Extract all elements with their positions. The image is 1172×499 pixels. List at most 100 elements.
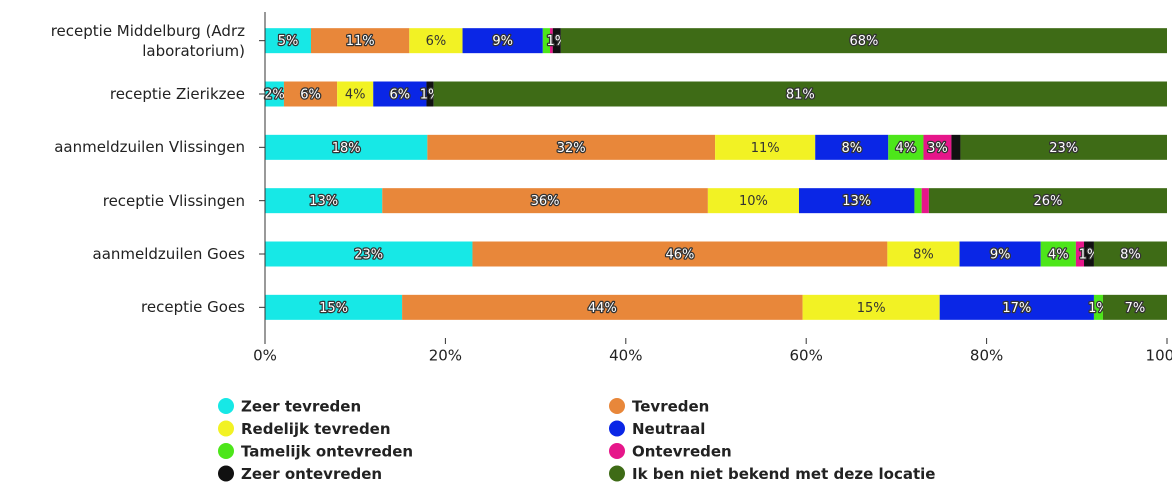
bar-segment — [923, 134, 952, 160]
bar-segment — [951, 134, 961, 160]
legend-label: Tamelijk ontevreden — [241, 443, 413, 461]
legend-marker — [218, 420, 234, 437]
data-label: 4% — [896, 141, 917, 156]
bar-segment — [887, 241, 960, 267]
legend-label: Redelijk tevreden — [241, 420, 391, 438]
bar-segment — [265, 188, 383, 214]
data-label: 10% — [739, 194, 768, 209]
data-label: 9% — [492, 34, 513, 49]
bar-segment — [1040, 241, 1076, 267]
legend-marker — [218, 398, 234, 414]
bar-segment — [402, 294, 803, 320]
bar-segment — [960, 134, 1167, 160]
bar-segment — [1093, 294, 1103, 320]
bar-segment — [552, 28, 561, 54]
bar-segment — [707, 188, 799, 214]
x-tick-label: 60% — [790, 347, 823, 365]
bar-segment — [472, 241, 888, 267]
data-label: 81% — [786, 88, 815, 103]
x-tick-label: 80% — [970, 347, 1003, 365]
legend-label: Neutraal — [632, 420, 705, 438]
data-label: 6% — [390, 88, 411, 103]
bar-segment — [462, 28, 543, 54]
bar-segment — [914, 188, 922, 214]
data-label: 68% — [849, 34, 878, 49]
data-label: 9% — [990, 248, 1011, 263]
bar-segment — [265, 134, 428, 160]
bar-segment — [798, 188, 915, 214]
bar-segment — [427, 134, 716, 160]
data-label: 4% — [345, 88, 366, 103]
y-tick-label: receptie Goes — [141, 298, 245, 317]
bar-segment — [1084, 241, 1094, 267]
bar-segment — [1102, 294, 1167, 320]
bar-segment — [433, 81, 1167, 107]
data-label: 32% — [557, 141, 586, 156]
data-label: 13% — [309, 194, 338, 209]
bar-segment — [265, 241, 473, 267]
data-label: 6% — [426, 34, 447, 49]
data-label: 7% — [1125, 301, 1146, 316]
data-label: 23% — [354, 248, 383, 263]
bar-segment — [1075, 241, 1085, 267]
data-label: 13% — [842, 194, 871, 209]
data-label: 5% — [278, 34, 299, 49]
bar-segment — [265, 81, 284, 107]
data-label: 18% — [332, 141, 361, 156]
y-tick-label: receptie Vlissingen — [102, 191, 245, 210]
data-label: 4% — [1048, 248, 1069, 263]
bar-segment — [939, 294, 1094, 320]
bar-segment — [409, 28, 463, 54]
data-label: 15% — [857, 301, 886, 316]
data-label: 15% — [319, 301, 348, 316]
bar-segment — [265, 28, 312, 54]
bar-segment — [265, 294, 403, 320]
bar-segment — [959, 241, 1041, 267]
legend-marker — [609, 420, 625, 437]
legend-label: Zeer ontevreden — [241, 465, 382, 483]
bar-segment — [550, 28, 553, 54]
legend-marker — [218, 465, 234, 482]
data-label: 26% — [1033, 194, 1062, 209]
legend-marker — [609, 398, 625, 414]
bar-segment — [311, 28, 410, 54]
x-tick-label: 20% — [429, 347, 462, 365]
bar-segment — [921, 188, 929, 214]
bar-segment — [802, 294, 940, 320]
x-tick-label: 100% — [1146, 347, 1172, 365]
bar-segment — [715, 134, 816, 160]
bar-segment — [928, 188, 1167, 214]
bar-segment — [382, 188, 708, 214]
data-label: 2% — [264, 88, 285, 103]
x-tick-label: 0% — [253, 347, 277, 365]
data-label: 8% — [913, 248, 934, 263]
bar-segment — [815, 134, 889, 160]
bar-segment — [1093, 241, 1167, 267]
legend-marker — [609, 465, 625, 482]
bar-segment — [560, 28, 1167, 54]
data-label: 6% — [300, 88, 321, 103]
legend-label: Tevreden — [632, 398, 709, 416]
y-tick-label: aanmeldzuilen Vlissingen — [54, 138, 245, 157]
data-label: 8% — [1120, 248, 1141, 263]
legend-marker — [218, 443, 234, 459]
bar-segment — [888, 134, 924, 160]
bar-segment — [542, 28, 551, 54]
data-label: 3% — [927, 141, 948, 156]
data-label: 23% — [1049, 141, 1078, 156]
bar-segment — [373, 81, 427, 107]
data-label: 36% — [531, 194, 560, 209]
legend-label: Ontevreden — [632, 443, 732, 461]
data-label: 17% — [1002, 301, 1031, 316]
legend-label: Ik ben niet bekend met deze locatie — [632, 465, 935, 483]
data-label: 44% — [588, 301, 617, 316]
bar-segment — [337, 81, 374, 107]
data-label: 8% — [841, 141, 862, 156]
bar-segment — [426, 81, 434, 107]
bar-segment — [283, 81, 338, 107]
data-label: 46% — [665, 248, 694, 263]
legend-label: Zeer tevreden — [241, 398, 361, 416]
y-tick-label: receptie Zierikzee — [109, 85, 245, 103]
